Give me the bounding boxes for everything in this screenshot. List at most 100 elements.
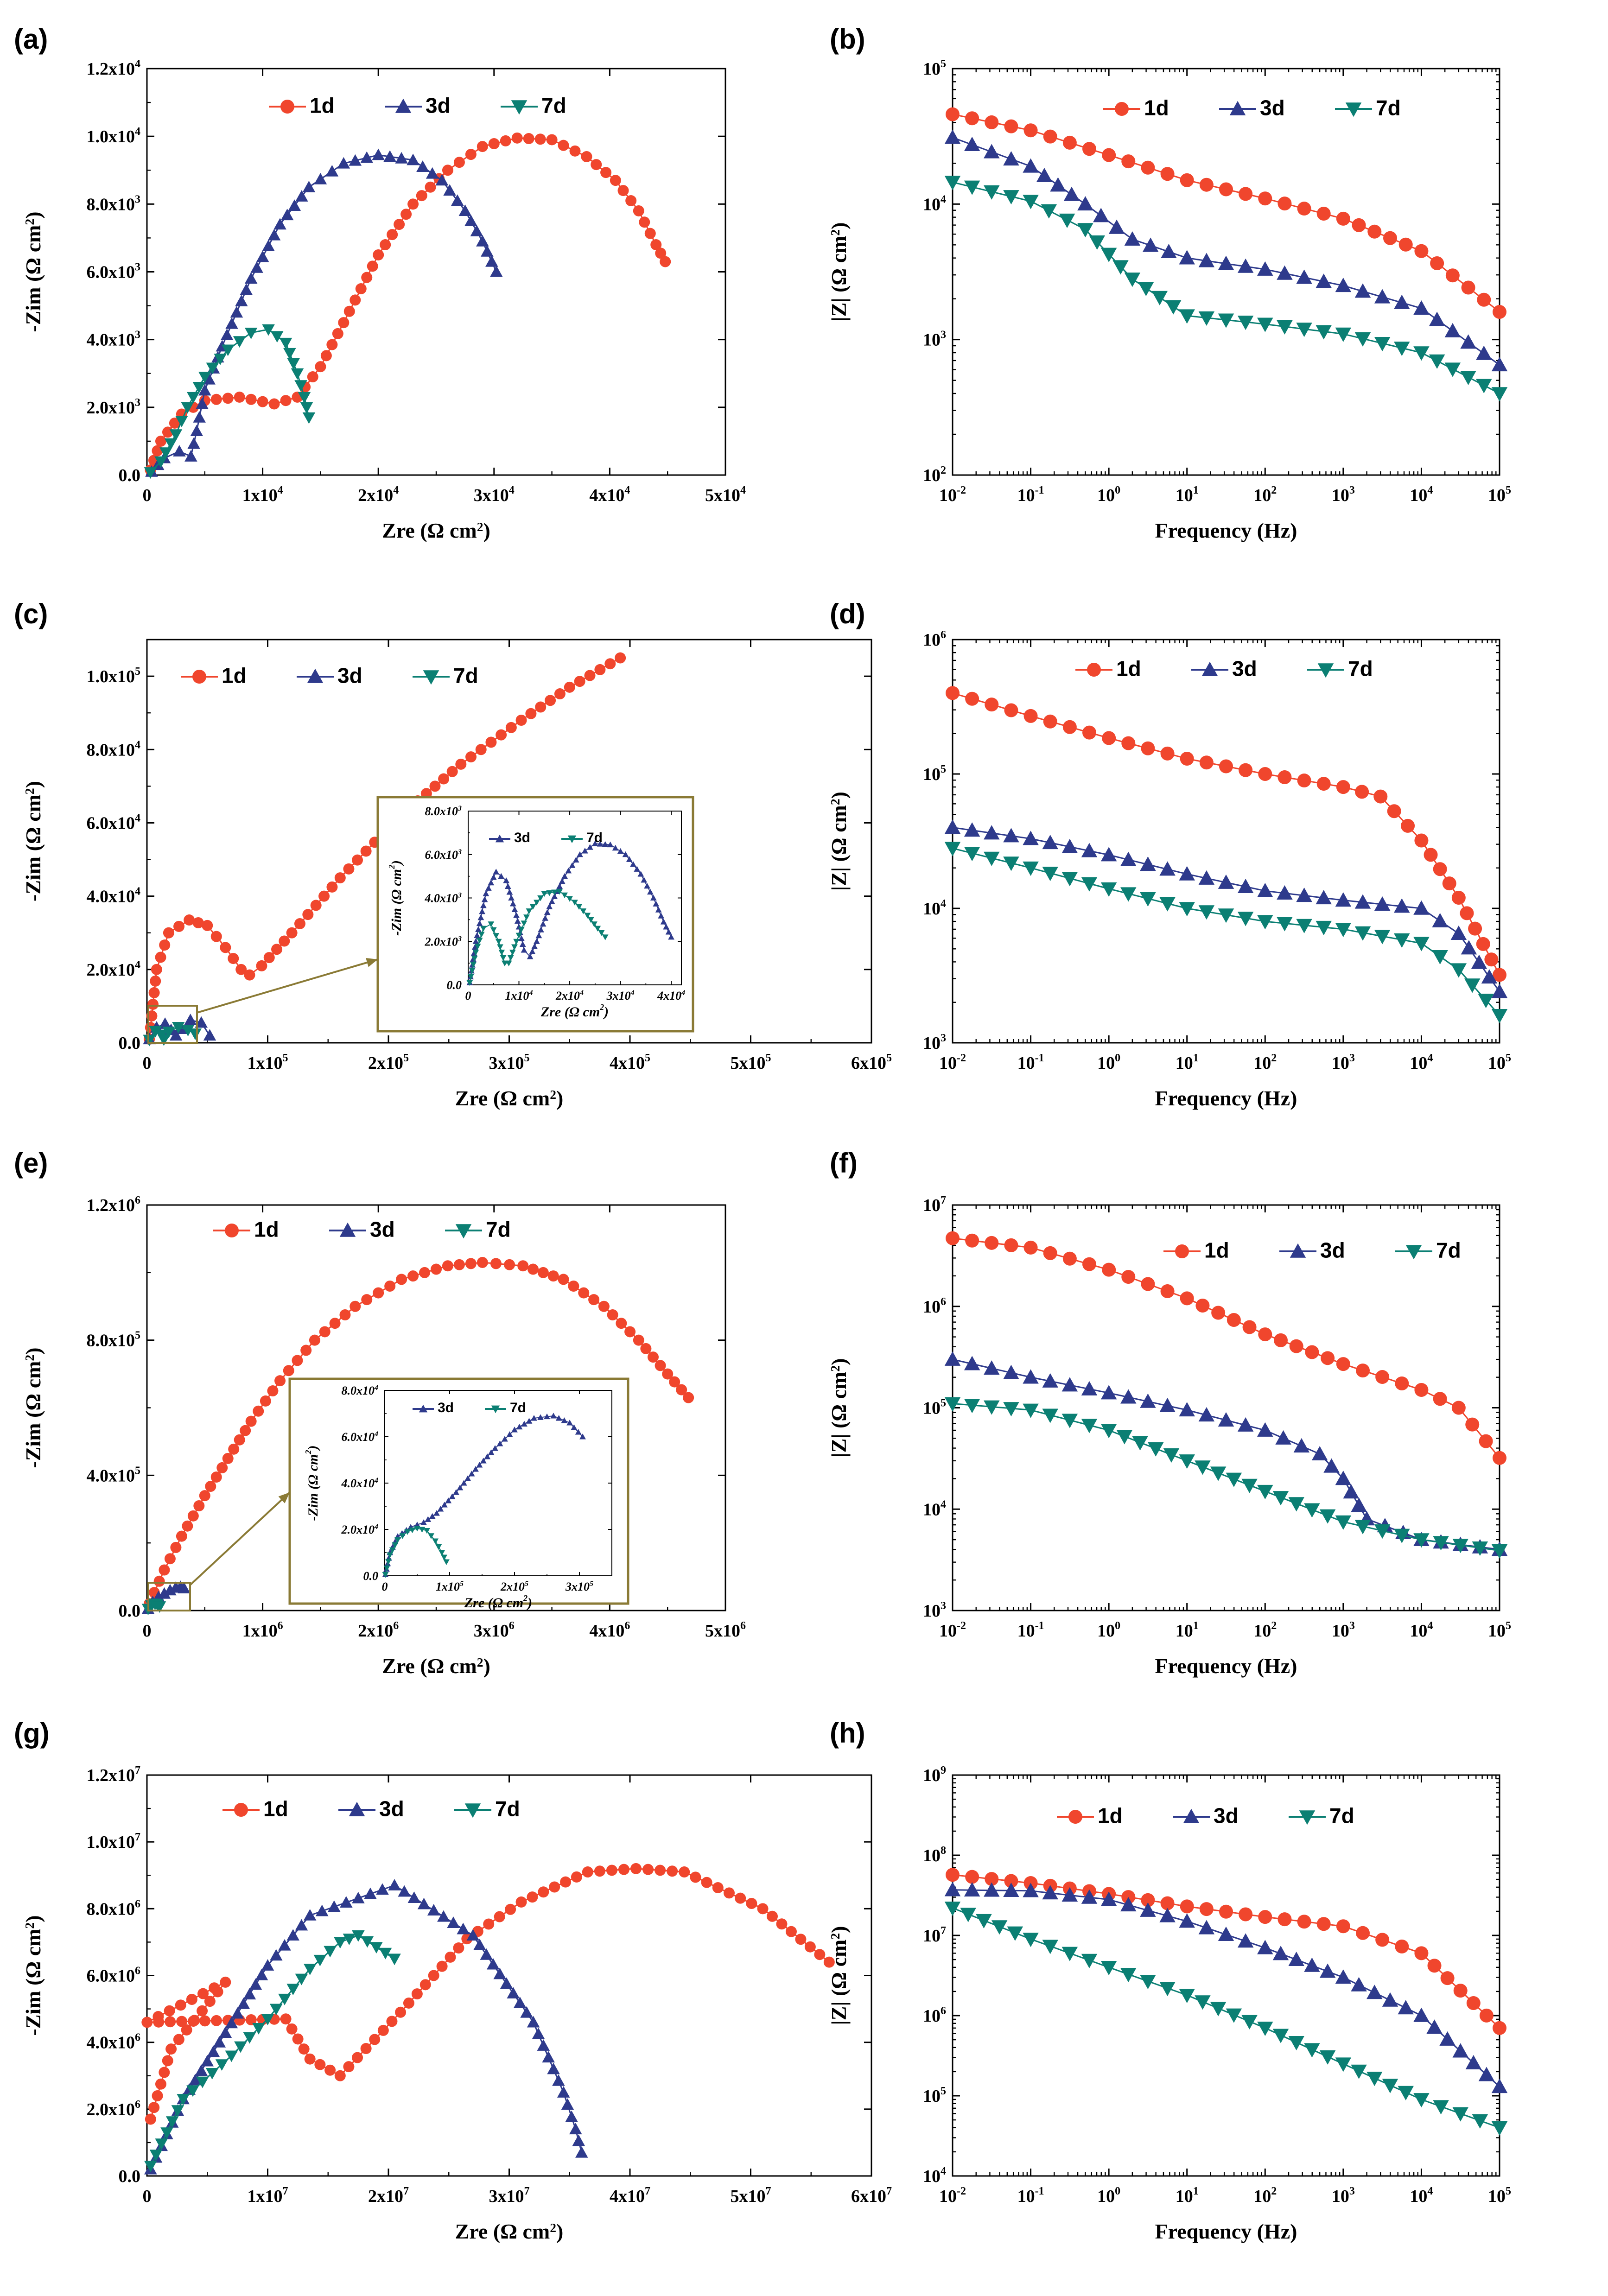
y-tick-label-mantissa: 10 <box>923 1034 941 1053</box>
data-point-1d <box>1401 818 1415 833</box>
data-point-7d <box>501 960 508 967</box>
data-point-1d <box>256 960 267 971</box>
data-point-3d <box>561 1417 568 1423</box>
data-point-1d <box>407 1270 419 1282</box>
data-point-1d <box>1199 178 1214 192</box>
data-point-7d <box>1140 892 1156 907</box>
data-point-7d <box>1112 260 1129 275</box>
data-point-3d <box>637 871 644 877</box>
data-point-1d <box>633 205 644 216</box>
y-tick-label-mantissa: 10 <box>923 2087 941 2106</box>
series-7d <box>944 1397 1508 1559</box>
y-tick-label-exponent: 5 <box>135 1330 140 1342</box>
data-point-1d <box>202 920 213 931</box>
data-point-7d <box>497 944 503 950</box>
data-point-7d <box>283 348 296 360</box>
y-tick-label-exponent: 4 <box>135 126 140 138</box>
data-point-3d <box>607 841 614 848</box>
data-point-7d <box>1100 1961 1117 1976</box>
data-point-3d <box>964 822 980 837</box>
data-point-3d <box>489 265 503 277</box>
data-point-3d <box>1120 1897 1137 1912</box>
data-point-7d <box>1460 370 1476 386</box>
inset-y-axis-label-main: -Zim (Ω cm <box>389 869 404 936</box>
data-point-1d <box>496 729 507 741</box>
x-tick-label-exponent: 4 <box>630 989 635 997</box>
data-point-3d <box>634 866 641 872</box>
data-point-1d <box>985 698 999 712</box>
series-line-1d <box>150 137 666 470</box>
data-point-3d <box>1374 896 1391 911</box>
data-point-7d <box>1335 923 1352 938</box>
x-tick-label-exponent: 4 <box>1427 1620 1433 1632</box>
data-point-1d <box>411 1988 423 2000</box>
data-point-3d <box>511 1427 518 1433</box>
data-point-3d <box>521 1421 528 1427</box>
data-point-3d <box>466 1929 480 1941</box>
x-tick-label-exponent: 4 <box>740 484 746 496</box>
y-tick-label: 107 <box>923 1194 946 1215</box>
data-point-7d <box>1472 2114 1488 2129</box>
x-tick-label: 101 <box>1176 1052 1199 1073</box>
chart-panel-c: (c)0 1x105 2x105 3x105 4x105 5x105 6x1050.02.0… <box>14 598 892 1110</box>
x-tick-label: 104 <box>1410 1620 1433 1641</box>
y-axis-label-sup: 2 <box>828 1365 842 1372</box>
y-tick-label-mantissa: 10 <box>923 1297 941 1317</box>
data-point-1d <box>660 256 671 267</box>
data-point-3d <box>492 1445 498 1451</box>
data-point-1d <box>534 133 546 145</box>
data-point-1d <box>1305 1345 1319 1359</box>
data-point-7d <box>387 1552 394 1558</box>
plot-frame <box>952 639 1500 1044</box>
data-point-7d <box>470 962 477 968</box>
y-axis-label-main: -Zim (Ω cm <box>21 794 45 901</box>
data-point-7d <box>157 1034 171 1046</box>
data-point-1d <box>163 927 174 939</box>
data-point-3d <box>1061 1377 1078 1392</box>
data-point-3d <box>1237 258 1254 273</box>
x-tick-label-exponent: 5 <box>524 1052 530 1064</box>
data-point-1d <box>181 2024 192 2036</box>
data-point-3d <box>540 920 547 927</box>
y-tick-label: 0.0 <box>119 1034 141 1053</box>
data-point-7d <box>175 416 188 427</box>
legend-label-3d: 3d <box>370 1218 395 1242</box>
x-tick-label: 0 <box>143 1053 152 1073</box>
data-point-7d <box>1464 978 1481 993</box>
data-point-7d <box>1023 1403 1039 1418</box>
x-tick-label: 104 <box>1410 1052 1433 1073</box>
x-tick-label: 6x105 <box>851 1052 892 1073</box>
x-tick-label: 1x104 <box>505 989 533 1002</box>
legend-marker-1d <box>225 1224 239 1237</box>
x-tick-label-mantissa: 10 <box>1410 1053 1427 1073</box>
panel-label: (d) <box>830 598 865 629</box>
data-point-3d <box>1003 1364 1019 1379</box>
data-point-3d <box>485 255 498 267</box>
data-point-3d <box>1382 1992 1398 2007</box>
legend: 3d 7d <box>489 830 603 845</box>
legend-marker-7d <box>567 835 577 844</box>
data-point-1d <box>985 1872 999 1886</box>
x-tick-label-mantissa: 10 <box>1176 1053 1193 1073</box>
data-point-7d <box>244 328 258 339</box>
data-point-1d <box>776 1918 788 1930</box>
data-point-7d <box>1198 311 1215 326</box>
x-tick-label-mantissa: 2x10 <box>500 1580 525 1593</box>
x-tick-label-exponent: -2 <box>957 1052 966 1064</box>
data-point-3d <box>1140 856 1156 871</box>
data-point-1d <box>220 1976 231 1988</box>
legend-label-3d: 3d <box>1232 657 1257 681</box>
data-point-1d <box>598 1300 610 1312</box>
data-point-1d <box>228 953 239 964</box>
data-point-7d <box>1354 332 1371 347</box>
data-point-3d <box>565 2110 578 2122</box>
data-point-1d <box>795 1934 807 1945</box>
data-point-7d <box>394 1537 401 1543</box>
data-point-1d <box>428 1970 439 1981</box>
data-point-7d <box>556 888 563 895</box>
data-point-3d <box>237 1997 250 2009</box>
data-point-1d <box>667 1865 678 1877</box>
data-point-1d <box>298 2043 310 2055</box>
data-point-7d <box>361 1936 374 1948</box>
data-point-7d <box>439 1550 445 1556</box>
